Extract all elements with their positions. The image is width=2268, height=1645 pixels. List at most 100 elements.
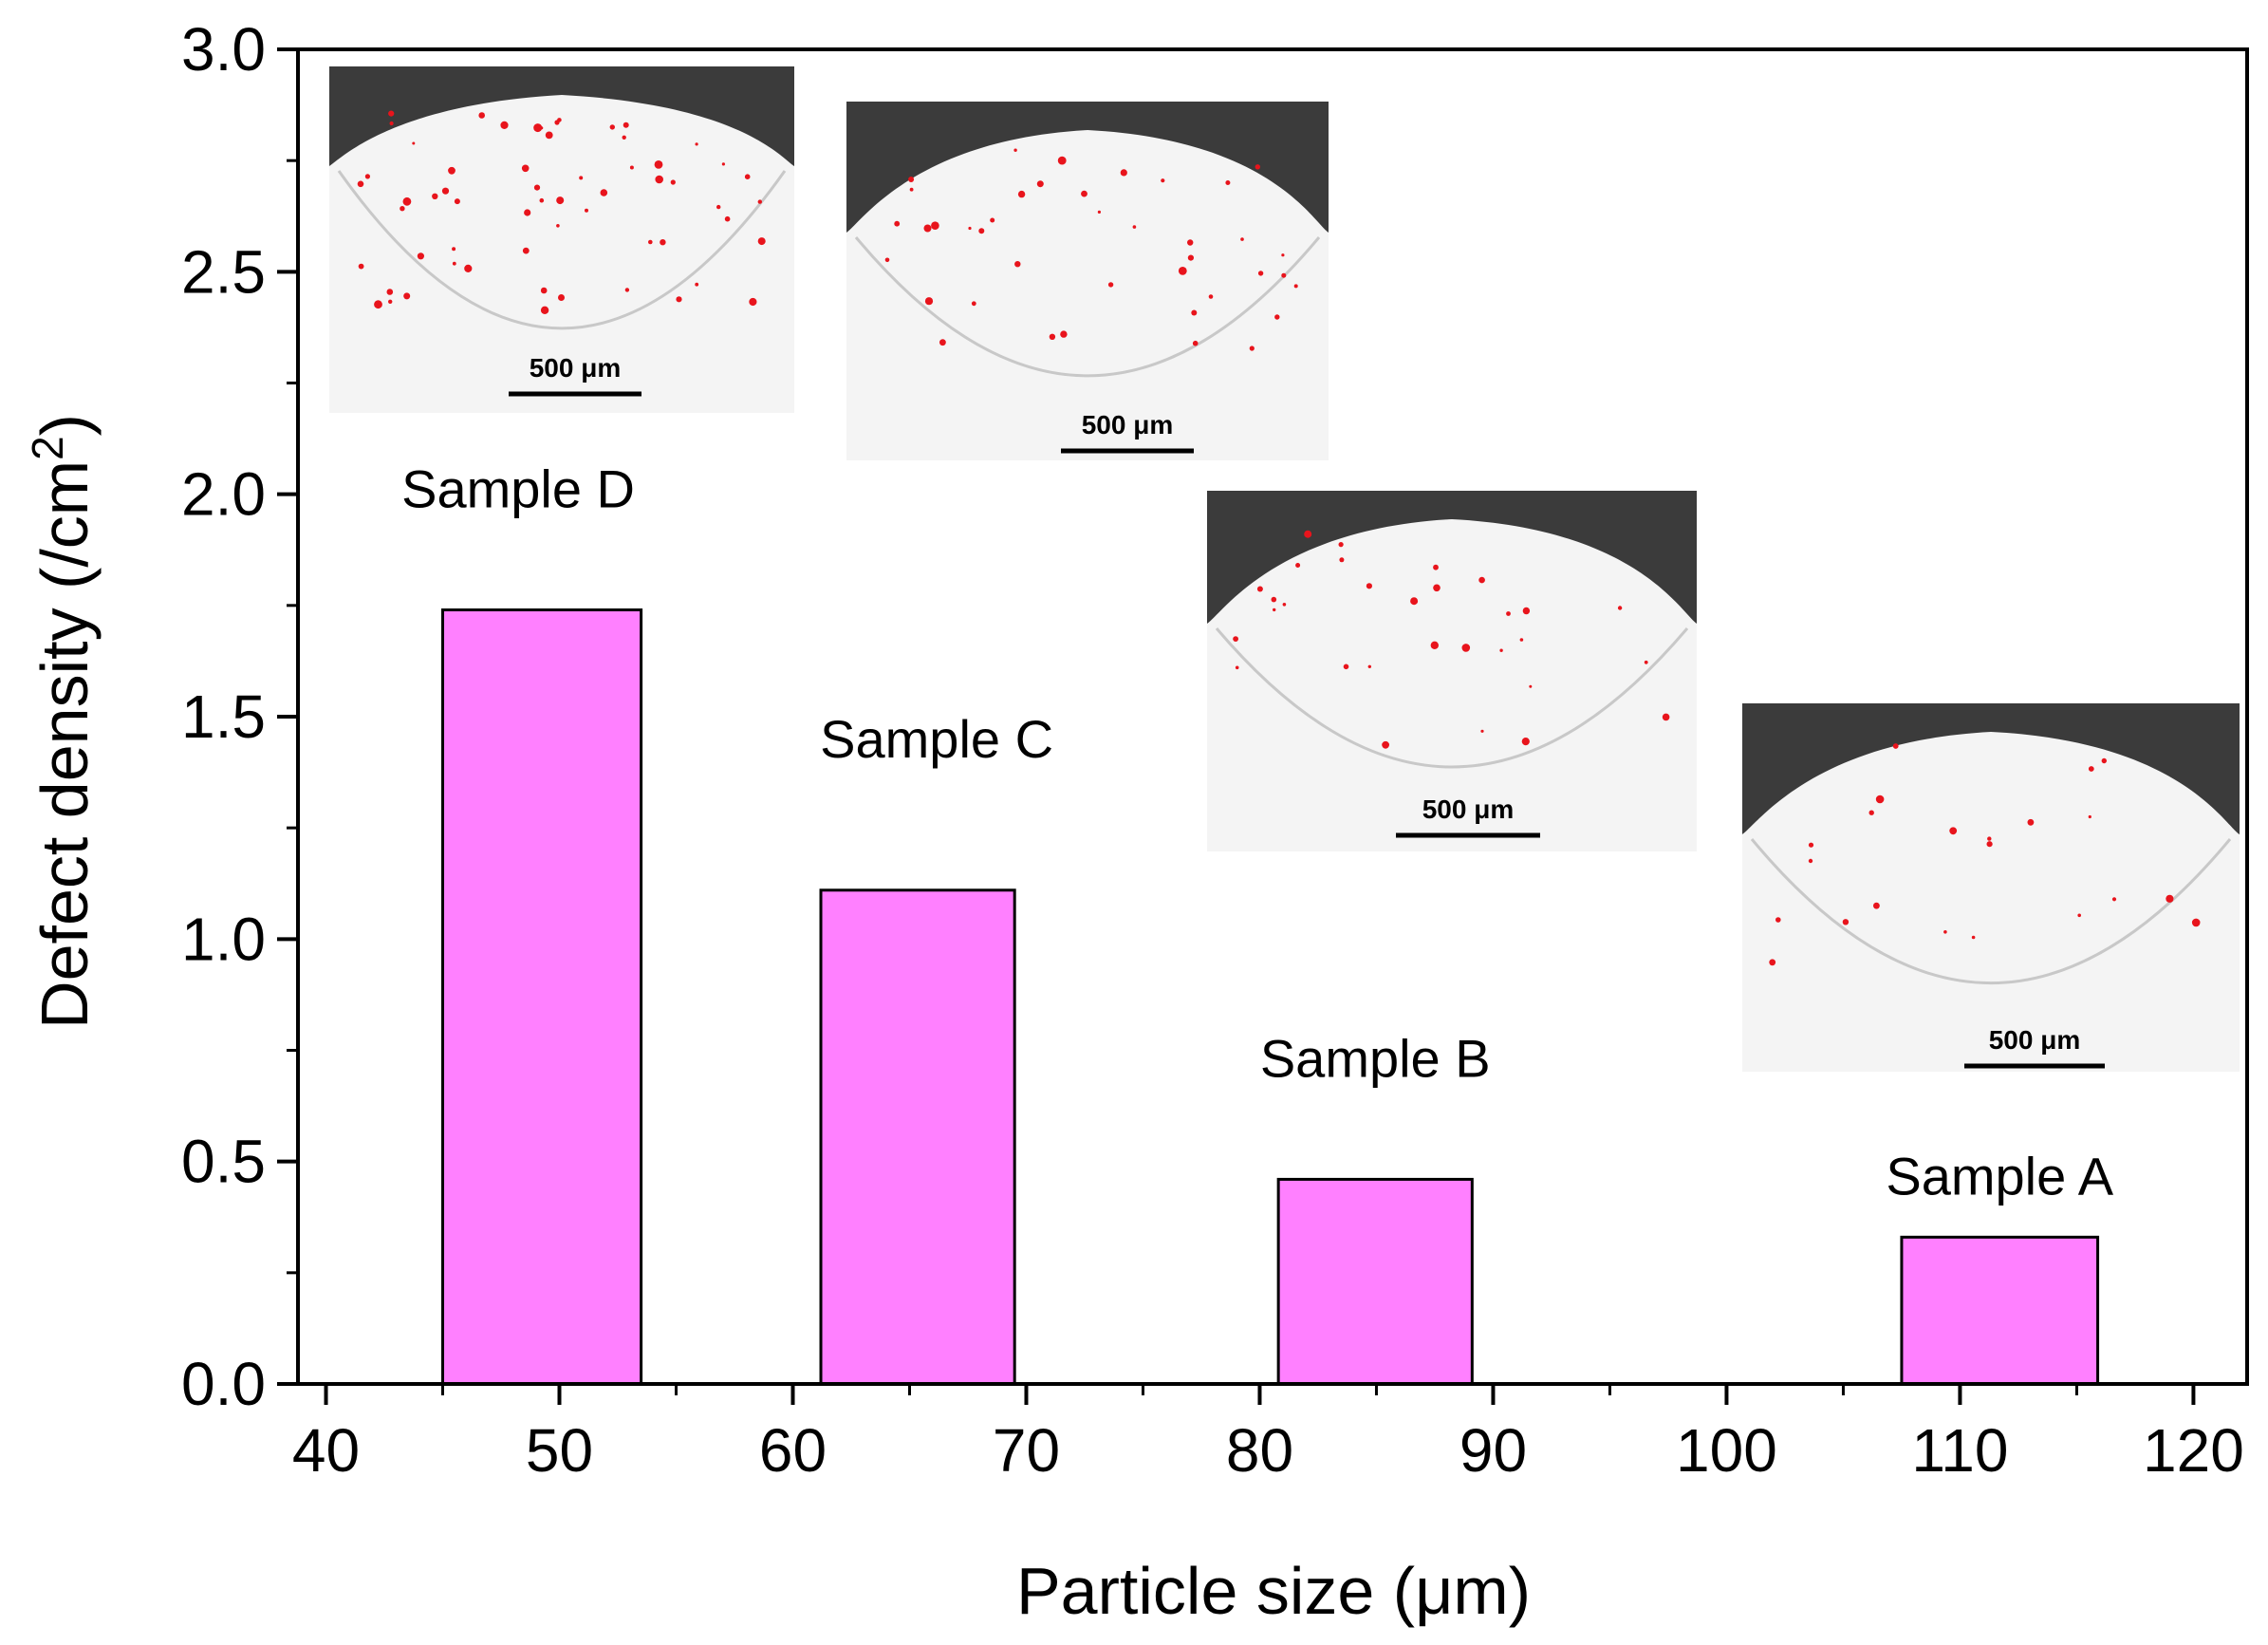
inset-defect bbox=[1338, 542, 1344, 548]
inset-defect bbox=[452, 261, 456, 266]
inset-defect bbox=[1281, 272, 1287, 278]
inset-defect bbox=[1187, 239, 1194, 246]
axes: 0.0 0.5 1.0 1.5 2.0 2.5 3.0 40 50 60 70 80 90 100 110 1… bbox=[181, 15, 2249, 1485]
sem-insets: 500 μm 500 μm 500 μm 500 μm bbox=[329, 66, 2240, 1072]
inset-defect bbox=[716, 204, 721, 210]
inset-defect bbox=[939, 339, 946, 346]
inset-defect bbox=[655, 175, 663, 184]
inset-defect bbox=[1875, 794, 1885, 804]
inset-defect bbox=[464, 264, 473, 272]
inset-defect bbox=[624, 288, 630, 292]
inset-defect bbox=[524, 209, 531, 216]
inset-defect bbox=[1036, 180, 1044, 188]
inset-defect bbox=[909, 187, 914, 192]
inset-defect bbox=[1433, 584, 1441, 592]
inset-defect bbox=[1049, 333, 1056, 340]
inset-defect bbox=[1506, 611, 1511, 616]
inset-defect bbox=[448, 166, 455, 175]
inset-defect bbox=[1295, 563, 1301, 568]
inset-defect bbox=[2191, 918, 2201, 927]
inset-mount bbox=[329, 66, 794, 166]
y-tick-label: 2.0 bbox=[181, 460, 266, 529]
inset-defect bbox=[388, 299, 393, 304]
x-tick-label: 80 bbox=[1226, 1416, 1293, 1485]
inset-defect bbox=[358, 263, 364, 270]
inset-defect bbox=[629, 165, 634, 170]
inset-background bbox=[329, 66, 794, 413]
bar-label: Sample C bbox=[820, 709, 1053, 769]
inset-defect bbox=[1987, 836, 1992, 841]
inset-defect bbox=[721, 162, 726, 166]
inset-defect bbox=[1499, 648, 1503, 652]
inset-defect bbox=[1060, 330, 1068, 338]
inset-mount bbox=[1207, 491, 1697, 624]
inset-defect bbox=[1257, 271, 1264, 276]
bar-sample-d bbox=[441, 608, 643, 1386]
inset-defect bbox=[1410, 597, 1419, 606]
inset-defect bbox=[1433, 564, 1439, 570]
inset-defect bbox=[676, 296, 682, 303]
y-tick-label: 1.5 bbox=[181, 682, 266, 751]
inset-defect bbox=[1892, 743, 1899, 749]
inset-defect bbox=[1949, 827, 1958, 835]
inset-defect bbox=[1943, 930, 1947, 934]
inset-defect bbox=[1478, 576, 1485, 584]
inset-defect bbox=[540, 306, 549, 314]
scale-bar-label: 500 μm bbox=[1989, 1025, 2081, 1055]
inset-defect bbox=[654, 160, 663, 169]
y-tick-label: 3.0 bbox=[181, 15, 266, 84]
inset-defect bbox=[1662, 713, 1670, 721]
inset-defect bbox=[386, 289, 394, 295]
inset-defect bbox=[884, 257, 890, 263]
inset-defect bbox=[2088, 766, 2094, 772]
inset-defect bbox=[1132, 225, 1137, 229]
inset-defect bbox=[441, 187, 450, 195]
y-axis-label-main: Defect density (/cm bbox=[28, 460, 102, 1029]
inset-defect bbox=[1187, 254, 1194, 261]
inset-defect bbox=[1271, 596, 1277, 603]
inset-defect bbox=[1014, 261, 1021, 268]
inset-defect bbox=[600, 189, 608, 196]
inset-defect bbox=[432, 193, 438, 199]
scale-bar-label: 500 μm bbox=[530, 353, 622, 383]
bars bbox=[441, 608, 2100, 1386]
x-tick-label: 90 bbox=[1459, 1416, 1527, 1485]
inset-defect bbox=[554, 120, 560, 125]
bar-label: Sample A bbox=[1886, 1146, 2113, 1206]
y-tick-label: 2.5 bbox=[181, 237, 266, 306]
inset-defect bbox=[1235, 665, 1239, 670]
x-tick-label: 40 bbox=[292, 1416, 360, 1485]
inset-defect bbox=[2088, 814, 2091, 819]
inset-defect bbox=[389, 121, 394, 126]
inset-defect bbox=[1161, 178, 1165, 183]
inset-defect bbox=[412, 141, 416, 145]
inset-melt-pool bbox=[1750, 838, 2232, 984]
scale-bar-label: 500 μm bbox=[1082, 410, 1174, 439]
bar-label: Sample B bbox=[1260, 1028, 1491, 1088]
inset-defect bbox=[1256, 586, 1263, 592]
inset-defect bbox=[539, 197, 545, 203]
inset-melt-pool bbox=[337, 170, 787, 330]
inset-defect bbox=[894, 220, 901, 227]
inset-defect bbox=[1521, 738, 1530, 746]
inset-defect bbox=[2077, 913, 2081, 918]
inset-defect bbox=[1255, 164, 1261, 170]
inset-defect bbox=[417, 252, 424, 260]
inset-defect bbox=[623, 122, 629, 128]
inset-defect bbox=[978, 228, 985, 234]
inset-defect bbox=[971, 301, 976, 307]
inset-defect bbox=[1293, 284, 1298, 289]
inset-defect bbox=[540, 287, 548, 294]
inset-defect bbox=[1842, 919, 1850, 925]
inset-defect bbox=[908, 177, 915, 182]
inset-melt-pool bbox=[1215, 627, 1689, 769]
inset-defect bbox=[2027, 818, 2035, 826]
inset-defect bbox=[388, 110, 395, 117]
inset-defect bbox=[556, 224, 560, 228]
inset-defect bbox=[1304, 530, 1312, 538]
inset-defect bbox=[1367, 664, 1372, 668]
inset-defect bbox=[990, 217, 995, 223]
inset-defect bbox=[1120, 169, 1127, 177]
